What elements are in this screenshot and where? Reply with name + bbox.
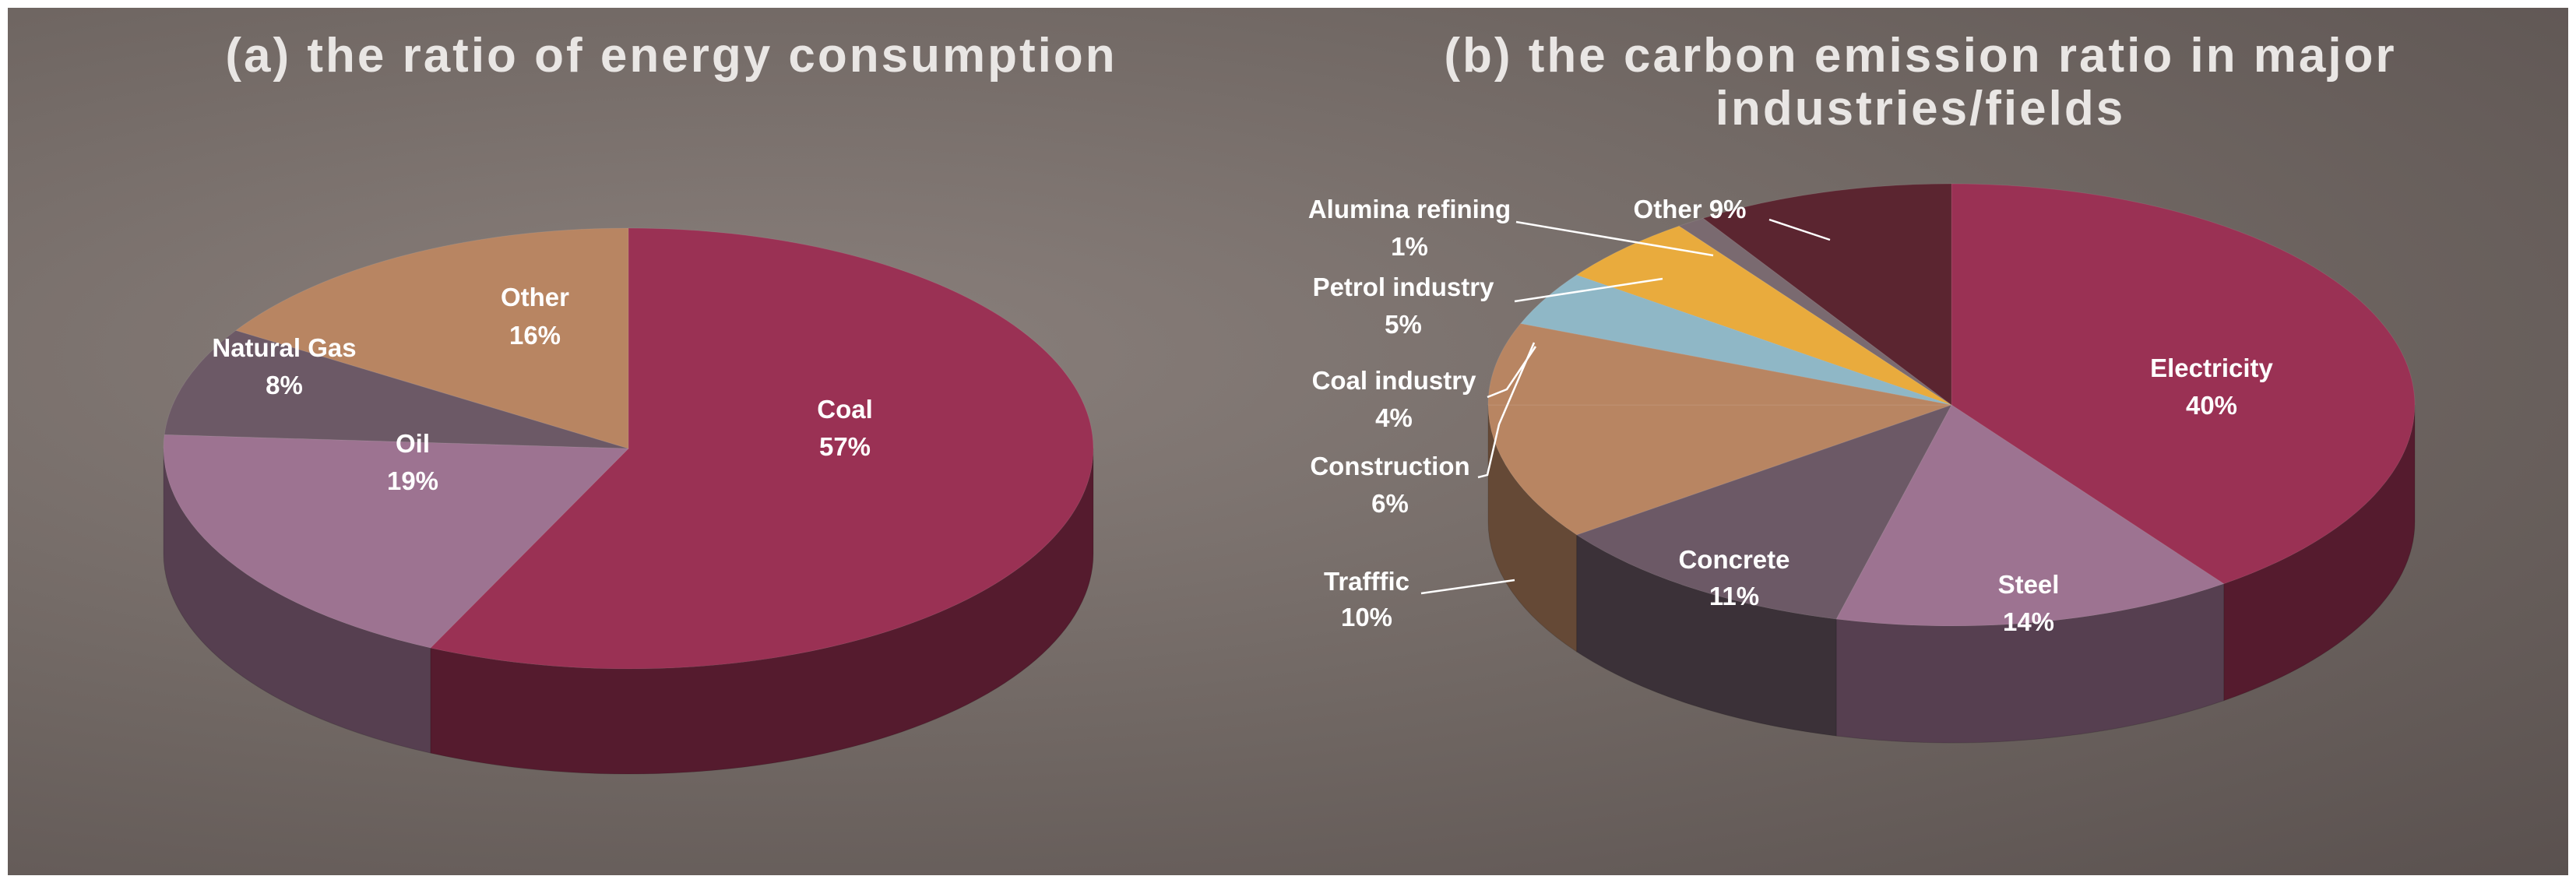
label-alumina-value: 1% (1391, 232, 1428, 261)
leader-construction (1477, 342, 1536, 479)
leader-petrol (1514, 277, 1663, 303)
pie-b-tops (1487, 183, 2416, 627)
pie-a-labels: Coal 57% Oil 19% Natural Gas 8% Other 16… (212, 283, 872, 495)
label-electricity-name: Electricity (2150, 354, 2273, 382)
pie-a (163, 227, 1094, 775)
label-electricity-value: 40% (2186, 391, 2237, 420)
label-trafffic-value: 10% (1341, 603, 1392, 631)
label-trafffic-name: Trafffic (1324, 567, 1409, 596)
pie-a-other-slice (234, 227, 629, 449)
pie-b-trafffic-slice (1487, 404, 1952, 536)
pie-b-construction-slice (1487, 322, 1952, 406)
pie-b-petrol-industry-slice (1575, 225, 1952, 406)
label-other-b-value: 9% (1709, 195, 1747, 223)
pie-b-leader-lines (1420, 218, 1831, 595)
pie-b-other-slice (1702, 183, 1952, 406)
pie-b-sides (1487, 404, 2416, 744)
label-petrol-value: 5% (1385, 310, 1422, 339)
pie-b-steel-slice (1835, 404, 2225, 627)
label-natural-gas-value: 8% (266, 371, 303, 399)
pie-charts: (a) the ratio of energy consumption (b) … (163, 29, 2416, 775)
pie-b-labels: Electricity 40% Steel 14% Concrete 11% T… (1308, 195, 2274, 636)
label-other-a-value: 16% (509, 321, 561, 350)
label-coal-industry-name: Coal industry (1312, 366, 1477, 395)
pie-a-oil-slice (163, 434, 630, 649)
chart-b-title-line-1: (b) the carbon emission ratio in major (1444, 29, 2396, 83)
pie-b-electricity-slice (1951, 183, 2416, 585)
pie-a-coal-slice (429, 227, 1094, 670)
label-steel-name: Steel (1998, 570, 2060, 599)
pie-a-tops (163, 227, 1094, 670)
label-oil-value: 19% (387, 466, 438, 495)
label-oil-name: Oil (396, 429, 430, 458)
label-alumina-name: Alumina refining (1308, 195, 1511, 223)
label-coal-industry-value: 4% (1375, 403, 1413, 432)
label-coal-name: Coal (817, 395, 873, 424)
chart-a-title: (a) the ratio of energy consumption (225, 29, 1117, 83)
pie-b-concrete-side (1576, 534, 1837, 737)
label-natural-gas-name: Natural Gas (212, 333, 356, 362)
pie-b-coal-industry-slice (1519, 274, 1952, 406)
pie-a-natural-gas-slice (164, 329, 629, 449)
pie-b-alumina-refining-slice (1678, 217, 1952, 406)
label-construction-value: 6% (1371, 489, 1409, 518)
pie-b-concrete-slice (1575, 404, 1953, 620)
label-other-b: Other 9% (1634, 195, 1747, 223)
label-steel-value: 14% (2003, 607, 2054, 636)
label-other-b-name: Other (1634, 195, 1702, 223)
label-petrol-name: Petrol industry (1313, 273, 1495, 301)
chart-b-title-line-2: industries/fields (1716, 82, 2125, 135)
pie-b (1487, 183, 2416, 744)
leader-alumina (1515, 220, 1714, 257)
figure: (a) the ratio of energy consumption (b) … (8, 8, 2568, 875)
label-concrete-value: 11% (1709, 582, 1759, 610)
label-construction-name: Construction (1310, 452, 1469, 480)
label-concrete-name: Concrete (1678, 545, 1789, 574)
label-coal-value: 57% (819, 432, 871, 461)
label-other-a-name: Other (501, 283, 569, 311)
leader-trafffic (1420, 579, 1515, 595)
leader-other-b (1768, 218, 1831, 241)
